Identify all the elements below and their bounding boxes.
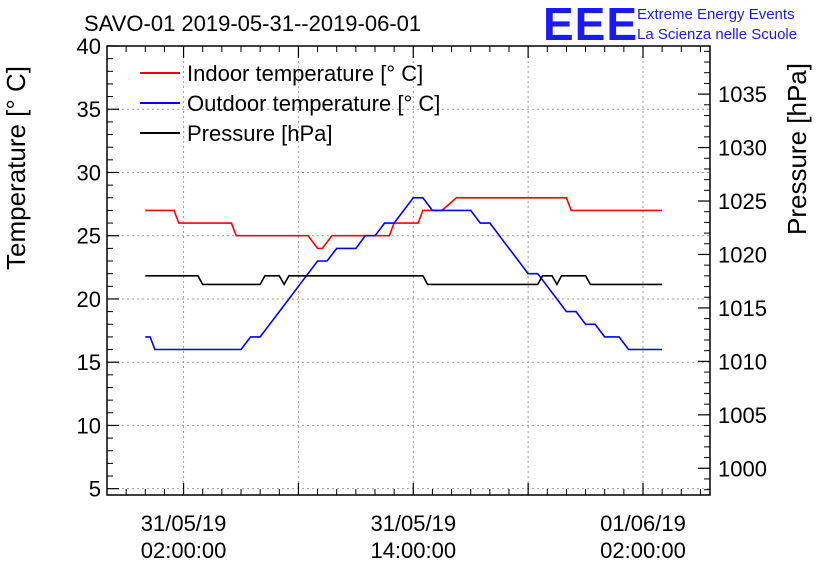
y2-tick-label: 1030 (718, 136, 767, 161)
legend-label-outdoor: Outdoor temperature [° C] (187, 91, 440, 116)
outdoor-temperature-line (145, 197, 663, 351)
y2-tick-label: 1000 (718, 456, 767, 481)
logo-mark: EEE (543, 0, 638, 50)
logo-line-2: La Scienza nelle Scuole (637, 26, 797, 43)
legend-label-indoor: Indoor temperature [° C] (187, 61, 423, 86)
indoor-temperature-line (145, 197, 663, 250)
chart-title: SAVO-01 2019-05-31--2019-06-01 (84, 11, 421, 36)
y2-tick-label: 1015 (718, 296, 767, 321)
x-tick-label-date: 01/06/19 (600, 511, 686, 536)
y2-tick-label: 1005 (718, 403, 767, 428)
x-tick-label-time: 02:00:00 (141, 538, 227, 563)
tick-labels: 5101520253035401000100510101015102010251… (77, 34, 767, 563)
series-lines (145, 197, 663, 351)
y2-tick-label: 1035 (718, 82, 767, 107)
y-tick-label: 40 (77, 34, 101, 59)
y-tick-label: 20 (77, 287, 101, 312)
y-tick-label: 35 (77, 97, 101, 122)
legend-label-pressure: Pressure [hPa] (187, 121, 333, 146)
y-tick-label: 10 (77, 413, 101, 438)
x-tick-label-time: 14:00:00 (370, 538, 456, 563)
legend: Indoor temperature [° C] Outdoor tempera… (140, 61, 440, 146)
y2-tick-label: 1020 (718, 242, 767, 267)
y-tick-label: 25 (77, 224, 101, 249)
x-tick-label-date: 31/05/19 (141, 511, 227, 536)
x-tick-label-date: 31/05/19 (370, 511, 456, 536)
axis-ticks (106, 45, 710, 495)
eee-logo: EEE Extreme Energy Events La Scienza nel… (543, 0, 797, 50)
y-tick-label: 30 (77, 160, 101, 185)
x-tick-label-time: 02:00:00 (600, 538, 686, 563)
y2-tick-label: 1010 (718, 349, 767, 374)
logo-line-1: Extreme Energy Events (637, 6, 795, 23)
pressure-line (145, 274, 663, 287)
y-tick-label: 15 (77, 350, 101, 375)
y2-tick-label: 1025 (718, 189, 767, 214)
y-axis-title: Temperature [° C] (1, 66, 31, 270)
plot-frame (106, 45, 711, 496)
y-tick-label: 5 (89, 477, 101, 502)
y2-axis-title: Pressure [hPa] (782, 63, 812, 235)
